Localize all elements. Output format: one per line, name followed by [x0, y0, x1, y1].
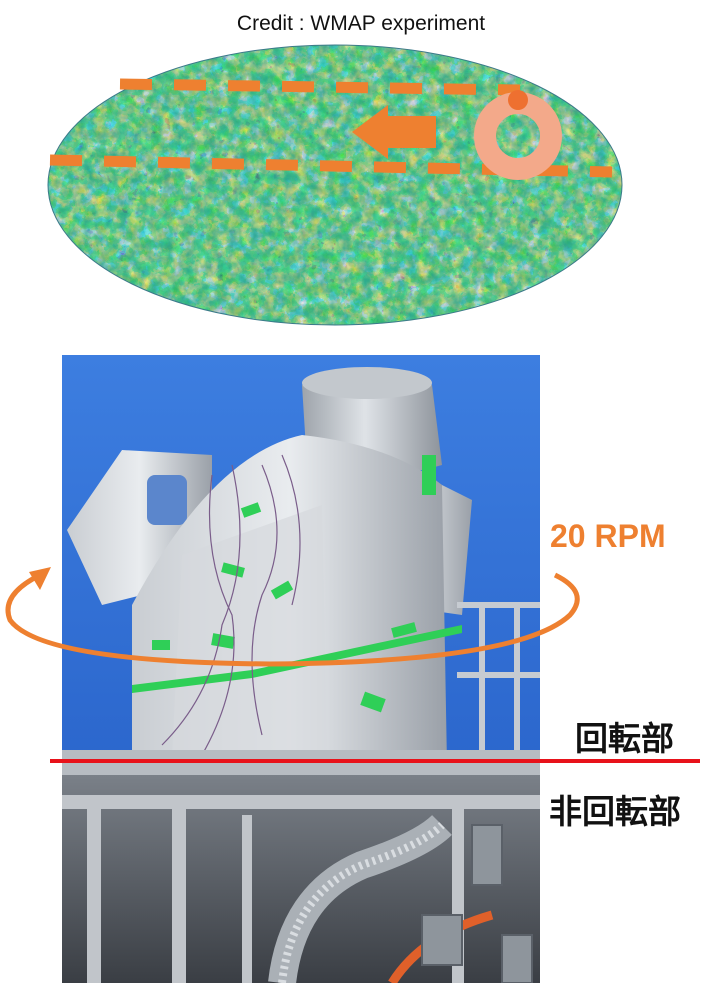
non-rotating-part-label: 非回転部 [549, 792, 681, 831]
rotation-speed-label: 20 RPM [550, 518, 666, 554]
cmb-sky-map [40, 40, 630, 330]
cmb-texture [48, 45, 622, 325]
rotation-arrowhead-icon [29, 567, 51, 590]
credit-caption: Credit : WMAP experiment [236, 12, 486, 35]
cmb-map-svg [47, 44, 623, 326]
vacuum-fittings [421, 824, 533, 983]
telescope-photo [62, 355, 540, 983]
telescope-photo-svg [62, 355, 540, 983]
rotating-part-label: 回転部 [575, 719, 674, 758]
